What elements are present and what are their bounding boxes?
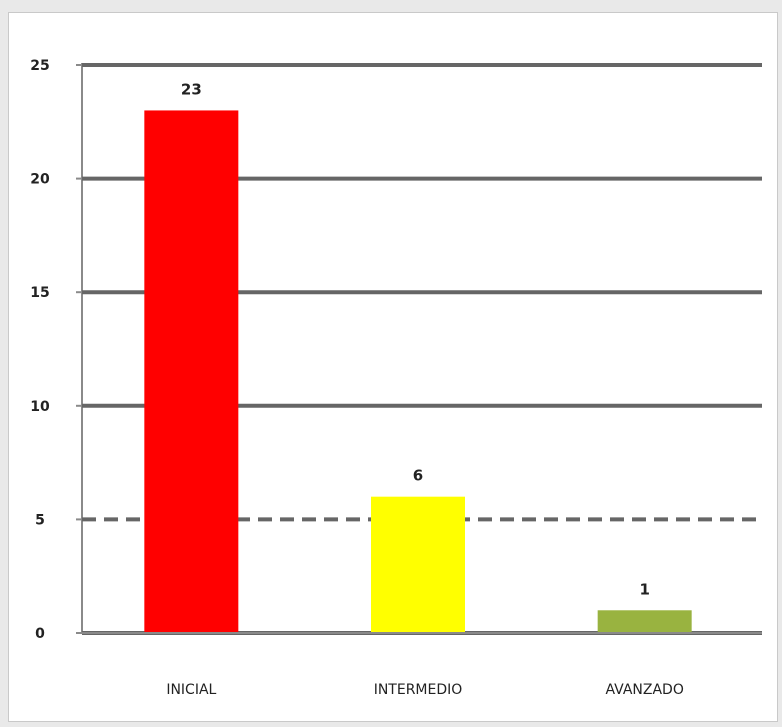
bar-inicial (144, 110, 239, 633)
x-tick-label-intermedio: INTERMEDIO (374, 682, 463, 698)
data-label-intermedio: 6 (413, 467, 423, 485)
x-tick-label-inicial: INICIAL (166, 682, 216, 698)
bars (144, 110, 692, 633)
y-tick-label-25: 25 (30, 58, 49, 74)
data-labels: 23 6 1 (181, 80, 650, 598)
y-axis-ticks: 0 5 10 15 20 25 (30, 58, 82, 642)
y-tick-label-20: 20 (30, 172, 50, 188)
bar-intermedio (371, 496, 465, 633)
bar-avanzado (597, 610, 692, 633)
y-tick-label-0: 0 (35, 626, 45, 642)
y-tick-label-5: 5 (35, 512, 45, 528)
x-tick-label-avanzado: AVANZADO (605, 682, 683, 698)
data-label-inicial: 23 (181, 80, 202, 98)
x-axis-ticks: INICIAL INTERMEDIO AVANZADO (82, 632, 762, 698)
data-label-avanzado: 1 (639, 580, 649, 598)
y-tick-label-10: 10 (30, 399, 50, 415)
y-tick-label-15: 15 (30, 285, 49, 301)
